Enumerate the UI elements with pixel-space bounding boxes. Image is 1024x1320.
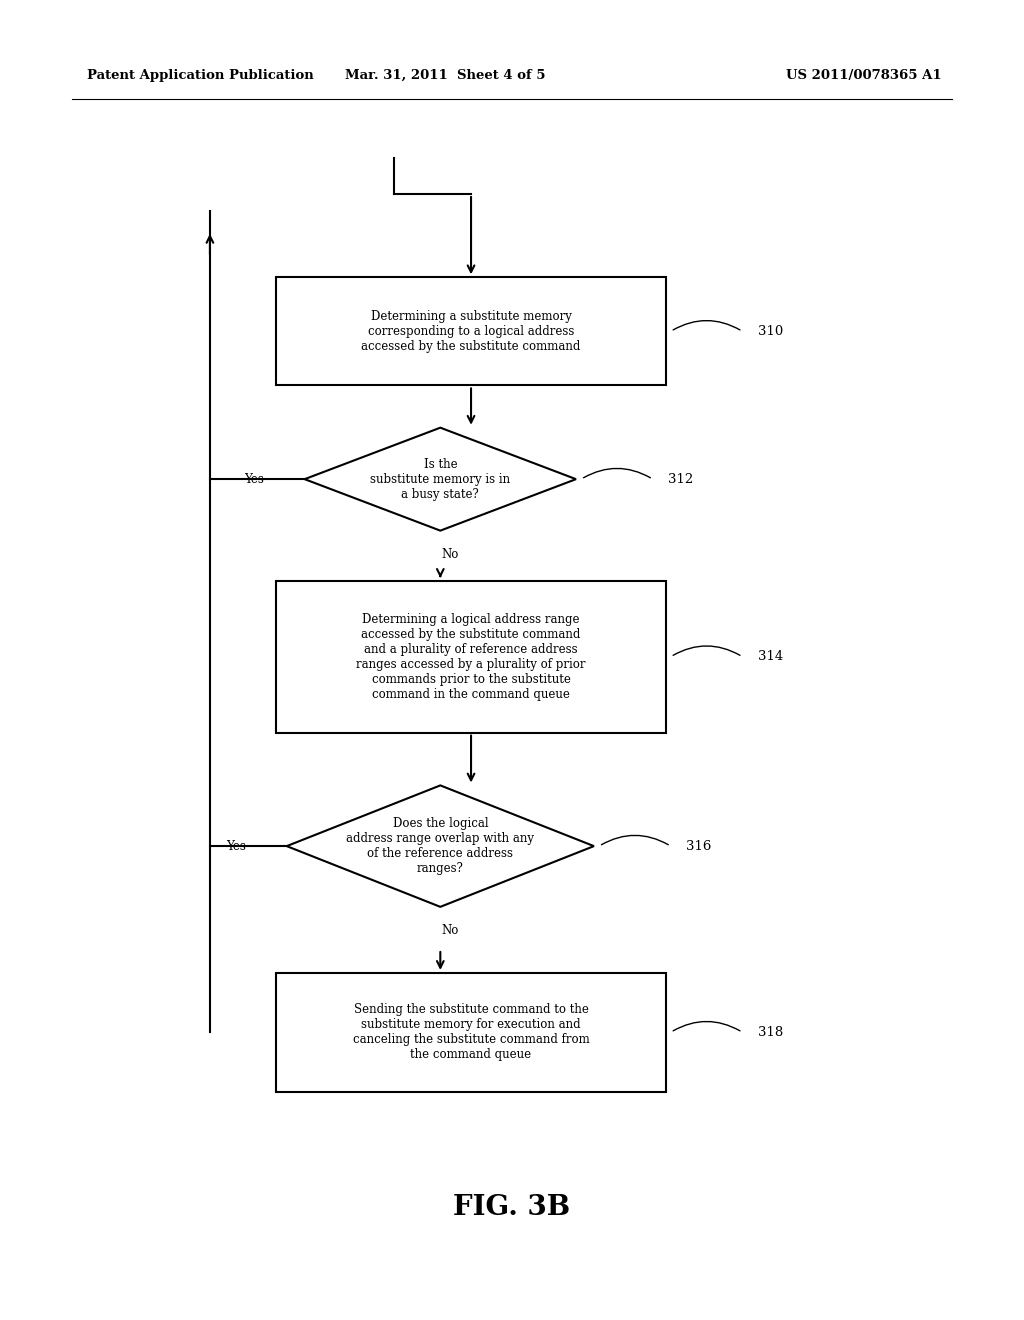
- Text: Does the logical
address range overlap with any
of the reference address
ranges?: Does the logical address range overlap w…: [346, 817, 535, 875]
- Text: No: No: [442, 548, 459, 561]
- Text: Yes: Yes: [244, 473, 264, 486]
- Text: 314: 314: [758, 651, 783, 663]
- Text: Mar. 31, 2011  Sheet 4 of 5: Mar. 31, 2011 Sheet 4 of 5: [345, 69, 546, 82]
- Bar: [276, 277, 666, 385]
- Text: 310: 310: [758, 325, 783, 338]
- Text: Patent Application Publication: Patent Application Publication: [87, 69, 313, 82]
- Text: Is the
substitute memory is in
a busy state?: Is the substitute memory is in a busy st…: [371, 458, 510, 500]
- Text: FIG. 3B: FIG. 3B: [454, 1195, 570, 1221]
- Text: Determining a logical address range
accessed by the substitute command
and a plu: Determining a logical address range acce…: [356, 612, 586, 701]
- Polygon shape: [305, 428, 575, 531]
- Bar: [276, 581, 666, 733]
- Text: No: No: [442, 924, 459, 937]
- Text: Determining a substitute memory
corresponding to a logical address
accessed by t: Determining a substitute memory correspo…: [361, 310, 581, 352]
- Text: US 2011/0078365 A1: US 2011/0078365 A1: [786, 69, 942, 82]
- Text: Yes: Yes: [226, 840, 246, 853]
- Text: 316: 316: [686, 840, 712, 853]
- Bar: [276, 973, 666, 1092]
- Text: Sending the substitute command to the
substitute memory for execution and
cancel: Sending the substitute command to the su…: [352, 1003, 590, 1061]
- Polygon shape: [287, 785, 594, 907]
- Text: 318: 318: [758, 1026, 783, 1039]
- Text: 312: 312: [668, 473, 693, 486]
